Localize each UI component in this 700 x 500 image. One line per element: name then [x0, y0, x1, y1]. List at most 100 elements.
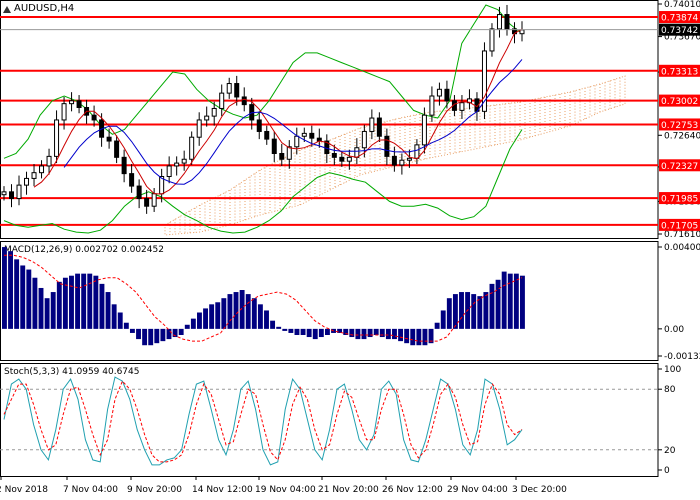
- level-price-box: [659, 64, 700, 77]
- candle-body: [406, 157, 412, 161]
- macd-label: MACD(12,26,9) 0.002702 0.002452: [4, 245, 164, 255]
- candle-body: [31, 172, 37, 179]
- macd-bar: [471, 294, 477, 329]
- price-frame: [0, 0, 659, 239]
- macd-bar: [50, 292, 56, 329]
- price-tick-label: 0.73670: [664, 33, 700, 43]
- level-price-box: [659, 192, 700, 205]
- candle-body: [76, 100, 82, 108]
- macd-bar: [507, 273, 513, 329]
- candle-body: [174, 162, 180, 167]
- stoch-tick-label: 0: [664, 466, 670, 476]
- macd-bar: [233, 292, 239, 329]
- candle-body: [9, 191, 15, 200]
- candle-body: [129, 173, 135, 187]
- level-price-label: 0.73313: [661, 67, 698, 77]
- macd-bar: [282, 328, 288, 331]
- candle-body: [144, 198, 150, 207]
- candle-body: [226, 83, 232, 94]
- ichimoku-cloud-outline: [164, 75, 626, 236]
- candle-body: [46, 155, 52, 167]
- candle-body: [294, 135, 300, 148]
- candle-body: [234, 83, 240, 98]
- candle-body: [489, 28, 495, 52]
- macd-bar: [306, 328, 312, 338]
- macd-bar: [2, 247, 7, 329]
- tenkan-line: [63, 59, 523, 185]
- price-tick-label: 0.72640: [664, 131, 700, 141]
- macd-bar: [178, 328, 184, 335]
- stoch-label: Stoch(5,3,3) 41.0959 40.6745: [4, 367, 139, 377]
- candle-body: [436, 88, 442, 97]
- macd-signal-line: [4, 254, 523, 342]
- macd-bar: [239, 290, 245, 329]
- macd-bar: [349, 328, 355, 338]
- macd-bar: [404, 328, 410, 344]
- candle-body: [414, 144, 420, 159]
- symbol-label: AUDUSD,H4: [3, 3, 74, 14]
- candle-body: [61, 103, 67, 121]
- macd-bar: [172, 328, 178, 338]
- candle-body: [69, 100, 75, 105]
- candle-body: [429, 95, 435, 116]
- x-tick-label: 26 Nov 12:00: [382, 485, 443, 495]
- kijun-line: [33, 28, 523, 195]
- macd-bar: [69, 275, 74, 329]
- candle-body: [504, 14, 510, 30]
- candle-body: [301, 132, 307, 137]
- macd-bar: [343, 328, 349, 335]
- stoch-tick-label: 100: [664, 365, 681, 375]
- macd-bar: [276, 326, 282, 329]
- macd-tick-label: -0.001327: [664, 352, 700, 362]
- macd-bar: [288, 328, 294, 333]
- macd-bar: [270, 320, 276, 329]
- macd-bar: [264, 310, 269, 329]
- macd-bar: [123, 322, 129, 329]
- bollinger-upper-line: [3, 4, 523, 159]
- macd-bar: [410, 328, 416, 346]
- macd-bar: [416, 328, 422, 346]
- macd-bar: [434, 322, 440, 329]
- macd-bar: [93, 275, 99, 329]
- x-tick-label: 9 Nov 20:00: [127, 485, 182, 495]
- macd-bar: [142, 328, 148, 346]
- macd-bar: [440, 310, 446, 329]
- macd-bar: [373, 328, 379, 335]
- macd-bar: [117, 312, 123, 329]
- macd-bar: [20, 265, 26, 329]
- macd-bar: [300, 328, 306, 335]
- macd-bar: [129, 328, 135, 333]
- stoch-main-line: [3, 376, 523, 466]
- macd-bar: [489, 283, 495, 329]
- macd-bar: [513, 273, 519, 329]
- level-price-box: [659, 218, 700, 231]
- macd-bar: [501, 271, 507, 329]
- macd-bar: [197, 312, 202, 329]
- price-tick-label: 0.71610: [664, 230, 700, 240]
- candle-body: [181, 158, 187, 164]
- macd-bar: [105, 292, 111, 329]
- candle-body: [271, 138, 277, 154]
- candle-body: [264, 130, 270, 140]
- candle-body: [196, 119, 202, 138]
- level-price-label: 0.71705: [661, 221, 698, 231]
- macd-bar: [428, 328, 434, 344]
- macd-bar: [136, 328, 141, 340]
- macd-bar: [221, 298, 227, 329]
- macd-bar: [62, 277, 68, 329]
- candle-body: [481, 50, 487, 112]
- price-panel: 0.740100.736700.733000.726400.723100.719…: [0, 0, 700, 240]
- x-tick-label: 29 Nov 04:00: [447, 485, 508, 495]
- macd-bar: [38, 287, 44, 329]
- x-tick-label: 7 Nov 04:00: [63, 485, 118, 495]
- stoch-signal-line: [3, 380, 523, 463]
- macd-bar: [209, 304, 215, 329]
- macd-bar: [56, 281, 62, 329]
- macd-bar: [422, 328, 428, 346]
- candle-body: [106, 136, 112, 142]
- macd-bar: [495, 279, 501, 329]
- macd-bar: [392, 328, 397, 340]
- x-axis: 2 Nov 2018 7 Nov 04:00 9 Nov 20:00 14 Nov 1…: [0, 476, 567, 495]
- macd-bar: [361, 328, 367, 340]
- level-price-box: [659, 11, 700, 24]
